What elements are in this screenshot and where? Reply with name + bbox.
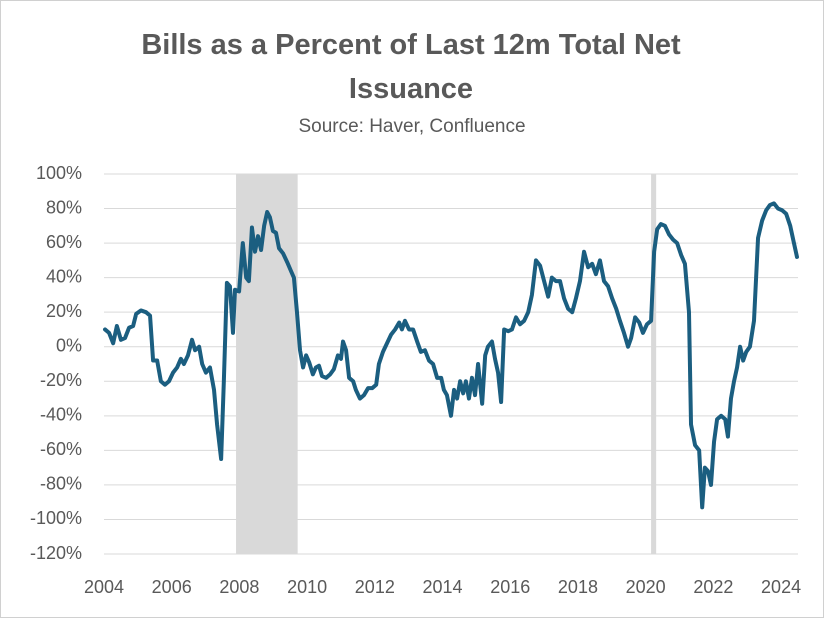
y-tick-label: 80% [46,197,82,217]
recession-shade [236,174,298,554]
x-tick-label: 2012 [355,577,395,597]
y-tick-label: -20% [40,370,82,390]
x-tick-label: 2018 [558,577,598,597]
y-tick-label: -40% [40,405,82,425]
y-tick-label: -120% [30,543,82,563]
x-tick-label: 2022 [693,577,733,597]
recession-shade [651,174,657,554]
y-tick-label: 60% [46,232,82,252]
chart-subtitle: Source: Haver, Confluence [298,116,526,137]
y-tick-label: 40% [46,266,82,286]
y-tick-label: -100% [30,508,82,528]
series-line [103,201,799,510]
y-tick-label: -80% [40,474,82,494]
x-tick-label: 2004 [84,577,124,597]
x-tick-label: 2008 [219,577,259,597]
x-tick-label: 2010 [287,577,327,597]
y-tick-label: -60% [40,439,82,459]
y-tick-label: 0% [56,335,82,355]
x-tick-label: 2020 [626,577,666,597]
x-tick-label: 2014 [423,577,463,597]
chart-title: Bills as a Percent of Last 12m Total Net… [141,29,681,105]
x-tick-label: 2016 [490,577,530,597]
x-tick-label: 2006 [152,577,192,597]
y-tick-label: 20% [46,301,82,321]
y-tick-label: 100% [36,163,82,183]
x-tick-label: 2024 [761,577,801,597]
